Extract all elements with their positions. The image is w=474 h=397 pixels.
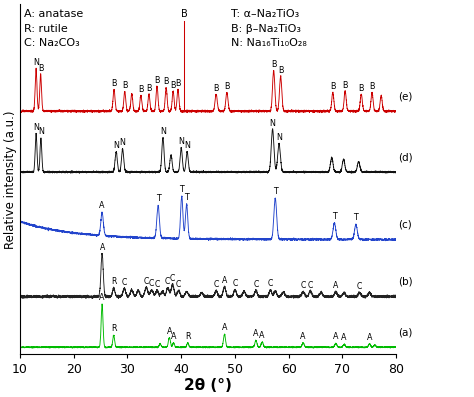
Text: T: T xyxy=(184,193,189,202)
Text: C: C xyxy=(155,280,160,289)
Text: B: B xyxy=(358,84,364,93)
Text: A: A xyxy=(367,333,372,341)
Text: C: C xyxy=(213,280,219,289)
Text: B: B xyxy=(271,60,276,69)
Text: B: B xyxy=(369,82,375,91)
Text: A: A xyxy=(222,276,227,285)
Text: A: A xyxy=(301,331,306,341)
Text: C: C xyxy=(357,282,362,291)
Text: A: anatase
R: rutile
C: Na₂CO₃: A: anatase R: rutile C: Na₂CO₃ xyxy=(24,10,83,48)
Text: B: B xyxy=(175,79,181,88)
Text: C: C xyxy=(268,279,273,288)
Text: C: C xyxy=(301,281,306,290)
Text: T: T xyxy=(354,214,358,222)
Text: C: C xyxy=(176,280,181,289)
Text: C: C xyxy=(232,279,237,288)
Text: (e): (e) xyxy=(398,92,413,102)
Text: C: C xyxy=(165,277,171,286)
Text: A: A xyxy=(100,243,105,252)
Text: (d): (d) xyxy=(398,152,413,162)
Text: A: A xyxy=(171,331,176,341)
Text: B: B xyxy=(213,84,219,93)
Text: T: α–Na₂TiO₃
B: β–Na₂TiO₃
N: Na₁₆Ti₁₀O₂₈: T: α–Na₂TiO₃ B: β–Na₂TiO₃ N: Na₁₆Ti₁₀O₂₈ xyxy=(231,10,306,48)
Text: (c): (c) xyxy=(398,220,412,229)
Text: N: N xyxy=(119,139,126,147)
Text: T: T xyxy=(179,185,184,194)
Text: B: B xyxy=(122,81,128,90)
Text: B: B xyxy=(278,66,283,75)
X-axis label: 2θ (°): 2θ (°) xyxy=(184,378,232,393)
Text: A: A xyxy=(333,281,338,290)
Text: T: T xyxy=(156,194,161,203)
Text: B: B xyxy=(111,79,117,88)
Text: N: N xyxy=(160,127,166,136)
Text: B: B xyxy=(330,82,336,91)
Y-axis label: Relative intensity (a.u.): Relative intensity (a.u.) xyxy=(4,110,17,249)
Text: A: A xyxy=(253,329,259,338)
Text: N: N xyxy=(113,141,119,150)
Text: N: N xyxy=(38,127,44,136)
Text: B: B xyxy=(170,81,176,90)
Text: T: T xyxy=(273,187,278,196)
Text: A: A xyxy=(222,323,227,332)
Text: N: N xyxy=(33,123,39,131)
Text: N: N xyxy=(270,119,275,127)
Text: C: C xyxy=(144,277,149,285)
Text: C: C xyxy=(121,278,127,287)
Text: (a): (a) xyxy=(398,328,413,337)
Text: C: C xyxy=(149,279,155,288)
Text: T: T xyxy=(332,212,337,221)
Text: R: R xyxy=(111,277,117,286)
Text: R: R xyxy=(185,331,191,341)
Text: N: N xyxy=(276,133,282,142)
Text: A: A xyxy=(341,333,347,342)
Text: B: B xyxy=(224,82,229,91)
Text: B: B xyxy=(146,84,152,93)
Text: C: C xyxy=(253,280,258,289)
Text: A: A xyxy=(167,326,172,335)
Text: A: A xyxy=(259,331,265,340)
Text: N: N xyxy=(178,137,184,146)
Text: B: B xyxy=(164,77,169,87)
Text: N: N xyxy=(33,58,39,67)
Text: R: R xyxy=(111,324,117,333)
Text: A: A xyxy=(100,293,105,302)
Text: B: B xyxy=(138,85,144,94)
Text: B: B xyxy=(154,76,160,85)
Text: B: B xyxy=(342,81,348,90)
Text: N: N xyxy=(184,141,190,150)
Text: A: A xyxy=(100,201,105,210)
Text: (b): (b) xyxy=(398,277,413,287)
Text: C: C xyxy=(308,281,313,289)
Text: C: C xyxy=(170,274,175,283)
Text: B: B xyxy=(38,64,44,73)
Text: B: B xyxy=(181,9,187,19)
Text: A: A xyxy=(333,332,338,341)
